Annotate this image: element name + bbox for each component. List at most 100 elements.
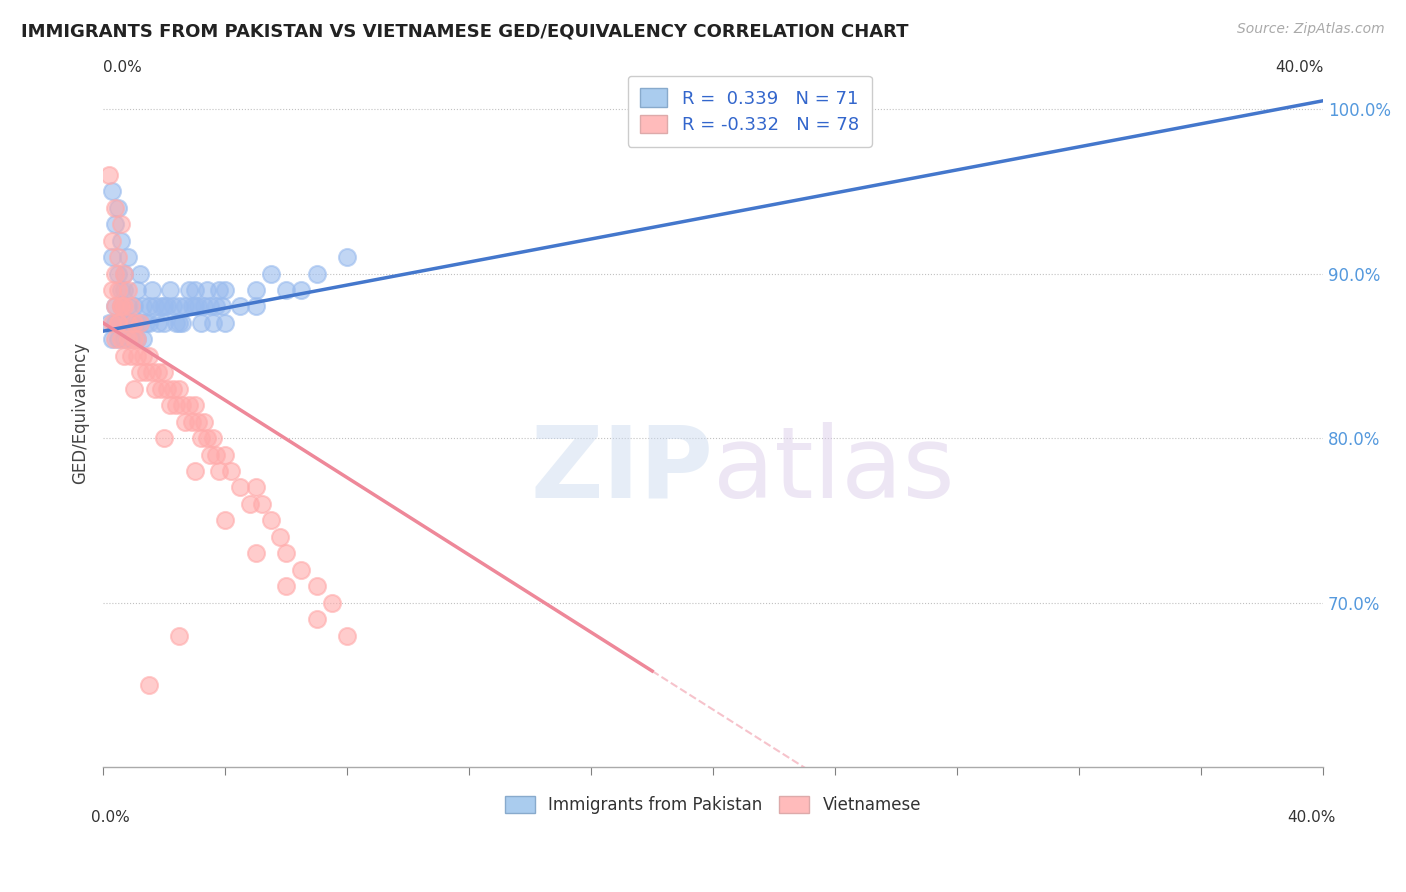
Point	[117, 316, 139, 330]
Point	[125, 332, 148, 346]
Point	[120, 332, 142, 346]
Point	[172, 316, 194, 330]
Point	[159, 398, 181, 412]
Point	[138, 678, 160, 692]
Point	[177, 283, 200, 297]
Point	[110, 300, 132, 314]
Point	[110, 217, 132, 231]
Point	[107, 201, 129, 215]
Point	[153, 300, 176, 314]
Point	[177, 398, 200, 412]
Point	[122, 332, 145, 346]
Point	[153, 431, 176, 445]
Point	[107, 283, 129, 297]
Point	[245, 546, 267, 560]
Point	[104, 300, 127, 314]
Point	[128, 316, 150, 330]
Point	[250, 497, 273, 511]
Point	[260, 267, 283, 281]
Point	[162, 300, 184, 314]
Point	[125, 349, 148, 363]
Point	[180, 300, 202, 314]
Point	[214, 448, 236, 462]
Point	[183, 398, 205, 412]
Point	[183, 300, 205, 314]
Point	[290, 283, 312, 297]
Point	[101, 316, 124, 330]
Point	[214, 513, 236, 527]
Point	[120, 349, 142, 363]
Point	[245, 300, 267, 314]
Point	[107, 332, 129, 346]
Point	[305, 267, 328, 281]
Point	[117, 250, 139, 264]
Point	[107, 316, 129, 330]
Text: 0.0%: 0.0%	[91, 810, 129, 825]
Point	[125, 283, 148, 297]
Point	[107, 316, 129, 330]
Point	[114, 300, 136, 314]
Point	[305, 612, 328, 626]
Point	[107, 250, 129, 264]
Point	[276, 579, 298, 593]
Legend: Immigrants from Pakistan, Vietnamese: Immigrants from Pakistan, Vietnamese	[496, 788, 929, 822]
Point	[135, 316, 157, 330]
Point	[101, 184, 124, 198]
Point	[138, 316, 160, 330]
Point	[122, 316, 145, 330]
Point	[101, 332, 124, 346]
Point	[122, 300, 145, 314]
Point	[169, 629, 191, 643]
Point	[146, 365, 169, 379]
Text: IMMIGRANTS FROM PAKISTAN VS VIETNAMESE GED/EQUIVALENCY CORRELATION CHART: IMMIGRANTS FROM PAKISTAN VS VIETNAMESE G…	[21, 22, 908, 40]
Point	[336, 629, 359, 643]
Point	[104, 316, 127, 330]
Point	[198, 448, 221, 462]
Point	[107, 267, 129, 281]
Point	[172, 398, 194, 412]
Point	[195, 283, 218, 297]
Text: atlas: atlas	[713, 422, 955, 518]
Point	[174, 415, 197, 429]
Point	[159, 283, 181, 297]
Point	[117, 283, 139, 297]
Point	[153, 365, 176, 379]
Point	[190, 431, 212, 445]
Point	[146, 316, 169, 330]
Point	[219, 464, 242, 478]
Point	[187, 300, 209, 314]
Point	[117, 316, 139, 330]
Point	[153, 316, 176, 330]
Point	[229, 300, 252, 314]
Point	[260, 513, 283, 527]
Point	[132, 332, 155, 346]
Point	[101, 234, 124, 248]
Point	[110, 300, 132, 314]
Point	[128, 267, 150, 281]
Point	[114, 349, 136, 363]
Point	[208, 283, 231, 297]
Point	[201, 431, 224, 445]
Point	[110, 332, 132, 346]
Point	[104, 201, 127, 215]
Point	[138, 300, 160, 314]
Point	[120, 300, 142, 314]
Point	[169, 300, 191, 314]
Point	[104, 332, 127, 346]
Point	[114, 267, 136, 281]
Point	[180, 415, 202, 429]
Point	[321, 596, 343, 610]
Point	[211, 300, 233, 314]
Point	[276, 546, 298, 560]
Point	[98, 316, 121, 330]
Point	[276, 283, 298, 297]
Point	[201, 316, 224, 330]
Point	[245, 481, 267, 495]
Point	[132, 349, 155, 363]
Point	[336, 250, 359, 264]
Point	[143, 300, 166, 314]
Point	[143, 382, 166, 396]
Point	[107, 316, 129, 330]
Point	[214, 283, 236, 297]
Point	[117, 300, 139, 314]
